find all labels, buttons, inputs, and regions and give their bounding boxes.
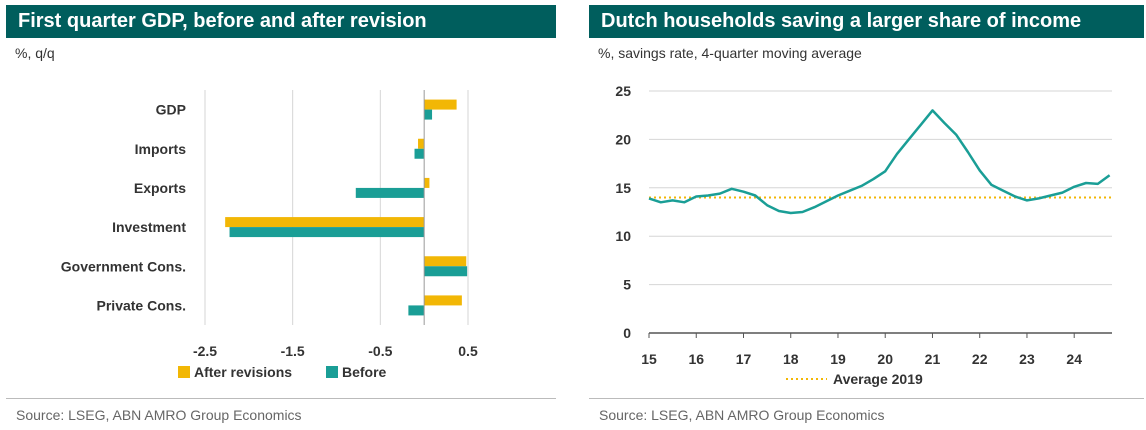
x-tick-label: 21: [925, 351, 941, 367]
bar-after-revisions: [424, 295, 462, 306]
category-label: Government Cons.: [61, 258, 186, 274]
right-source-note: Source: LSEG, ABN AMRO Group Economics: [599, 407, 885, 423]
left-chart-panel: First quarter GDP, before and after revi…: [6, 0, 556, 430]
savings-rate-line-chart: 0 5 10 15 20 25 15 16 17 18 19 20 21 22 23 24 Average 20…: [615, 83, 1112, 387]
left-chart-title: First quarter GDP, before and after revi…: [6, 5, 556, 38]
bar-before: [229, 227, 425, 238]
x-tick-label: 23: [1019, 351, 1035, 367]
y-tick-label: 25: [615, 83, 631, 99]
x-tick-label: 24: [1066, 351, 1082, 367]
x-tick-label: 15: [641, 351, 657, 367]
x-tick-label: 22: [972, 351, 988, 367]
legend-swatch-before: [326, 366, 338, 378]
bar-after-revisions: [424, 99, 457, 110]
y-tick-label: 0: [623, 325, 631, 341]
category-label: Private Cons.: [97, 297, 186, 313]
x-tick-label: 19: [830, 351, 846, 367]
right-chart-panel: Dutch households saving a larger share o…: [589, 0, 1144, 430]
y-tick-label: 10: [615, 228, 631, 244]
savings-rate-line: [648, 109, 1111, 215]
bar-after-revisions: [418, 138, 425, 149]
left-source-note: Source: LSEG, ABN AMRO Group Economics: [16, 407, 302, 423]
right-divider: [589, 398, 1144, 399]
x-tick-label: 17: [736, 351, 752, 367]
x-tick-label: 20: [877, 351, 893, 367]
legend-swatch-after: [178, 366, 190, 378]
right-chart-title: Dutch households saving a larger share o…: [589, 5, 1144, 38]
x-tick-label: -0.5: [368, 343, 392, 359]
left-chart-subtitle: %, q/q: [15, 45, 55, 61]
bar-after-revisions: [225, 217, 425, 228]
bar-after-revisions: [424, 177, 430, 188]
y-tick-label: 15: [615, 180, 631, 196]
legend-label-after: After revisions: [194, 364, 292, 380]
category-label: Imports: [135, 141, 187, 157]
left-divider: [6, 398, 556, 399]
right-chart-subtitle: %, savings rate, 4-quarter moving averag…: [598, 45, 862, 61]
bar-before: [424, 266, 468, 277]
bar-before: [355, 187, 425, 198]
x-tick-label: -1.5: [281, 343, 305, 359]
category-label: Exports: [134, 180, 186, 196]
category-label: Investment: [112, 219, 186, 235]
gdp-revision-bar-chart: -2.5 -1.5 -0.5 0.5 GDP Imports Exports Investme…: [61, 90, 478, 380]
bar-before: [408, 305, 425, 316]
x-tick-label: -2.5: [193, 343, 217, 359]
legend-label-before: Before: [342, 364, 387, 380]
bar-after-revisions: [424, 256, 467, 267]
x-tick-label: 18: [783, 351, 799, 367]
legend-label-average: Average 2019: [833, 371, 923, 387]
category-label: GDP: [156, 102, 186, 118]
bar-before: [424, 109, 433, 120]
y-tick-label: 20: [615, 131, 631, 147]
x-tick-label: 0.5: [458, 343, 478, 359]
y-tick-label: 5: [623, 277, 631, 293]
x-tick-label: 16: [688, 351, 704, 367]
bar-before: [414, 148, 425, 159]
